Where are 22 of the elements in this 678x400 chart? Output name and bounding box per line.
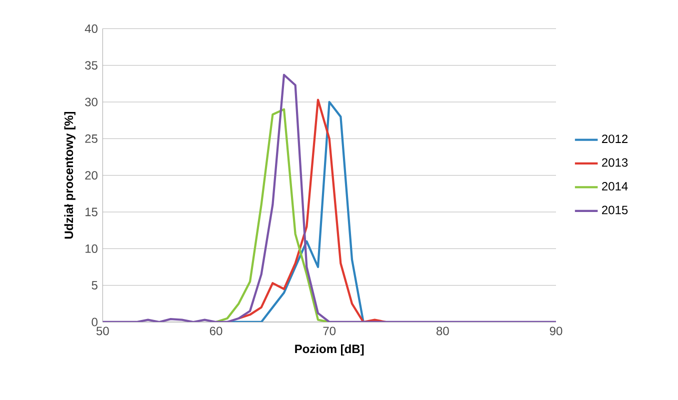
line-series (214, 108, 330, 322)
y-tick-label: 40 (84, 24, 98, 33)
legend-label: 2014 (602, 182, 628, 191)
y-tick-label: 15 (86, 208, 98, 216)
y-tick-label: 5 (92, 281, 98, 290)
x-tick-label: 60 (210, 326, 222, 336)
line-series (238, 98, 388, 322)
y-tick-label: 0 (92, 318, 98, 326)
y-tick-label: 10 (86, 244, 98, 253)
y-tick-label: 35 (85, 61, 98, 70)
y-tick-label: 20 (85, 171, 98, 180)
legend-label: 2012 (602, 134, 628, 144)
x-tick-label: 90 (550, 326, 562, 336)
x-tick-label: 70 (323, 326, 336, 336)
y-tick-label: 30 (85, 98, 98, 106)
y-axis-title: Udział procentowy [%] (64, 112, 76, 239)
x-tick-label: 80 (436, 326, 449, 336)
y-tick-label: 25 (85, 134, 98, 143)
x-tick-label: 50 (96, 326, 109, 336)
legend-label: 2013 (602, 158, 628, 167)
legend-label: 2015 (602, 206, 628, 214)
x-axis-title: Poziom [dB] (295, 344, 364, 356)
